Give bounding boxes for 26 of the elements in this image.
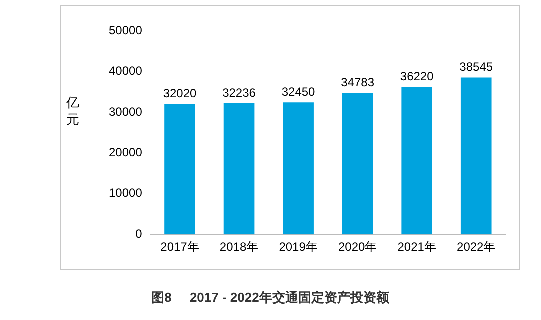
text: 图8 2017 - 2022年交通固定资产投资额 [150,289,390,307]
y-tick-label: 30000 [108,104,143,119]
bar [283,102,314,235]
bar [224,103,255,235]
data-label: 32236 [222,86,256,100]
data-label: 32020 [163,86,198,101]
x-tick-label: 2018年 [220,240,259,254]
x-tick-label: 2020年 [338,240,378,254]
x-tick-label: 2017年 [160,240,200,254]
bar [402,87,433,235]
bar [164,104,196,235]
data-label: 32450 [282,84,316,99]
y-tick-label: 10000 [108,186,143,200]
y-tick-label: 50000 [108,24,143,38]
x-tick-label: 2022年 [457,240,496,254]
x-tick-label: 2021年 [398,240,436,254]
y-tick-label: 20000 [108,146,143,160]
data-label: 38545 [460,60,494,74]
y-tick-label: 0 [136,226,143,241]
data-label: 36220 [400,70,434,84]
y-tick-label: 40000 [108,64,143,78]
y-axis-title: 亿元 [66,94,80,128]
bar [460,78,492,235]
bar [342,93,374,235]
x-tick-label: 2019年 [279,240,318,254]
data-label: 34783 [341,75,375,90]
